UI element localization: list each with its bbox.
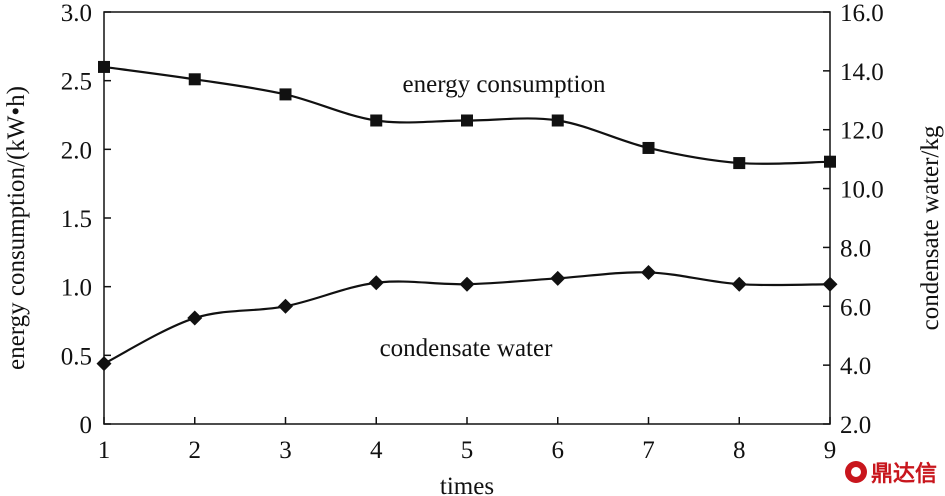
energy-consumption-point bbox=[461, 114, 473, 127]
right-tick-label: 4.0 bbox=[840, 353, 871, 380]
watermark: 鼎达信 bbox=[844, 456, 937, 488]
x-tick-label: 7 bbox=[642, 437, 655, 464]
x-tick-label: 3 bbox=[279, 437, 292, 464]
x-tick-label: 6 bbox=[552, 437, 565, 464]
right-tick-label: 10.0 bbox=[840, 177, 884, 204]
condensate-water-point bbox=[822, 276, 838, 292]
energy-consumption-point bbox=[824, 155, 836, 168]
left-axis-title: energy consumption/(kW•h) bbox=[3, 86, 30, 370]
left-tick-label: 1.0 bbox=[61, 275, 92, 302]
x-tick-label: 5 bbox=[461, 437, 474, 464]
energy-consumption-point bbox=[188, 73, 201, 86]
x-tick-label: 4 bbox=[370, 437, 383, 464]
right-tick-label: 14.0 bbox=[840, 59, 884, 86]
series-layer bbox=[96, 60, 838, 372]
left-tick-label: 0 bbox=[80, 412, 93, 439]
x-tick-label: 8 bbox=[733, 437, 746, 464]
condensate-water-point bbox=[641, 264, 656, 280]
condensate-water-point bbox=[368, 275, 384, 291]
condensate-water-label: condensate water bbox=[380, 335, 554, 362]
energy-consumption-point bbox=[551, 114, 564, 127]
x-axis-ticks: 1 2 3 4 5 6 7 8 9 bbox=[98, 417, 837, 464]
energy-consumption-point bbox=[733, 157, 746, 170]
right-tick-label: 12.0 bbox=[840, 118, 884, 145]
x-tick-label: 1 bbox=[98, 437, 111, 464]
x-axis-title: times bbox=[440, 473, 494, 496]
energy-consumption-point bbox=[370, 114, 383, 127]
condensate-water-point bbox=[459, 276, 475, 292]
condensate-water-point bbox=[731, 276, 747, 292]
left-axis-ticks: 0 0.5 1.0 1.5 2.0 2.5 3.0 bbox=[61, 0, 111, 439]
left-tick-label: 0.5 bbox=[61, 343, 92, 370]
energy-consumption-point bbox=[98, 60, 110, 73]
right-axis-title: condensate water/kg bbox=[917, 125, 944, 330]
energy-consumption-label: energy consumption bbox=[403, 71, 606, 98]
right-tick-label: 16.0 bbox=[840, 0, 884, 27]
condensate-water-point bbox=[278, 298, 293, 314]
x-tick-label: 2 bbox=[189, 437, 202, 464]
left-tick-label: 3.0 bbox=[61, 0, 92, 27]
condensate-water-point bbox=[550, 270, 566, 286]
watermark-text: 鼎达信 bbox=[870, 462, 937, 487]
energy-consumption-point bbox=[642, 141, 655, 154]
right-axis-ticks: 2.0 4.0 6.0 8.0 10.0 12.0 14.0 16.0 bbox=[823, 0, 884, 439]
energy-consumption-point bbox=[279, 88, 292, 101]
condensate-water-point bbox=[96, 356, 112, 372]
x-tick-label: 9 bbox=[824, 437, 837, 464]
right-tick-label: 8.0 bbox=[840, 235, 871, 262]
left-tick-label: 2.0 bbox=[61, 137, 92, 164]
watermark-logo-icon bbox=[844, 461, 867, 483]
left-tick-label: 1.5 bbox=[61, 206, 92, 233]
left-tick-label: 2.5 bbox=[61, 69, 92, 96]
right-tick-label: 2.0 bbox=[840, 412, 871, 439]
condensate-water-point bbox=[187, 310, 203, 326]
right-tick-label: 6.0 bbox=[840, 294, 871, 321]
